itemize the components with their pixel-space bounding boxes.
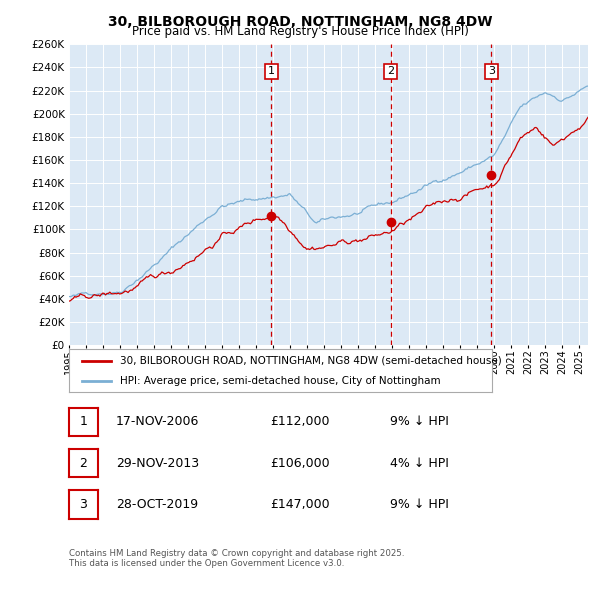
Text: £106,000: £106,000 bbox=[270, 457, 329, 470]
Text: 2: 2 bbox=[79, 457, 88, 470]
Text: 4% ↓ HPI: 4% ↓ HPI bbox=[390, 457, 449, 470]
Text: 17-NOV-2006: 17-NOV-2006 bbox=[116, 415, 199, 428]
Text: £112,000: £112,000 bbox=[270, 415, 329, 428]
Text: 1: 1 bbox=[79, 415, 88, 428]
Text: 3: 3 bbox=[79, 498, 88, 511]
Text: 9% ↓ HPI: 9% ↓ HPI bbox=[390, 498, 449, 511]
Text: 9% ↓ HPI: 9% ↓ HPI bbox=[390, 415, 449, 428]
Text: 29-NOV-2013: 29-NOV-2013 bbox=[116, 457, 199, 470]
Text: This data is licensed under the Open Government Licence v3.0.: This data is licensed under the Open Gov… bbox=[69, 559, 344, 568]
Text: £147,000: £147,000 bbox=[270, 498, 329, 511]
Text: Contains HM Land Registry data © Crown copyright and database right 2025.: Contains HM Land Registry data © Crown c… bbox=[69, 549, 404, 558]
Text: 30, BILBOROUGH ROAD, NOTTINGHAM, NG8 4DW (semi-detached house): 30, BILBOROUGH ROAD, NOTTINGHAM, NG8 4DW… bbox=[120, 356, 502, 366]
Text: HPI: Average price, semi-detached house, City of Nottingham: HPI: Average price, semi-detached house,… bbox=[120, 376, 440, 386]
Text: Price paid vs. HM Land Registry's House Price Index (HPI): Price paid vs. HM Land Registry's House … bbox=[131, 25, 469, 38]
Text: 1: 1 bbox=[268, 66, 275, 76]
Text: 30, BILBOROUGH ROAD, NOTTINGHAM, NG8 4DW: 30, BILBOROUGH ROAD, NOTTINGHAM, NG8 4DW bbox=[108, 15, 492, 29]
Text: 3: 3 bbox=[488, 66, 495, 76]
Text: 2: 2 bbox=[387, 66, 394, 76]
Text: 28-OCT-2019: 28-OCT-2019 bbox=[116, 498, 198, 511]
